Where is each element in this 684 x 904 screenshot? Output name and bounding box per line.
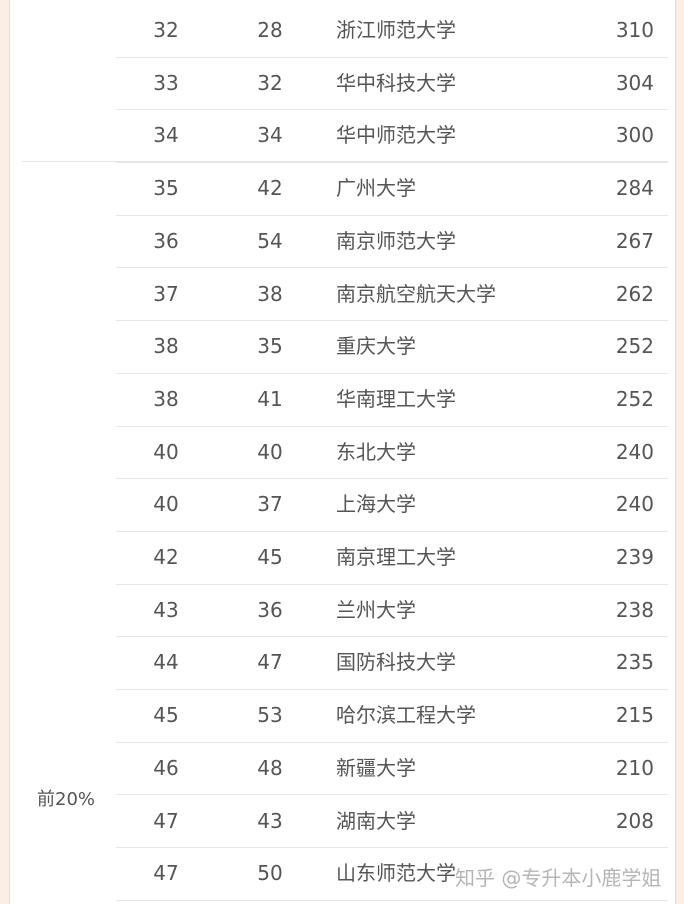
table-row: 38 35 重庆大学 252: [116, 320, 668, 374]
table-row: 40 37 上海大学 240: [116, 478, 668, 532]
rank-cell: 38: [153, 386, 179, 411]
watermark: 知乎 @专升本小鹿学姐: [455, 866, 662, 890]
score-cell: 208: [615, 808, 654, 833]
university-name-cell: 湖南大学: [336, 808, 416, 833]
score-cell: 304: [615, 70, 654, 95]
prev-rank-cell: 40: [257, 439, 283, 464]
rank-cell: 47: [153, 808, 179, 833]
university-name-cell: 南京理工大学: [336, 545, 456, 569]
rank-cell: 46: [153, 755, 179, 780]
prev-rank-cell: 37: [257, 492, 283, 517]
table-row: 46 48 新疆大学 210: [116, 742, 668, 796]
prev-rank-cell: 38: [257, 281, 283, 306]
prev-rank-cell: 50: [257, 861, 283, 886]
prev-rank-cell: 54: [257, 228, 283, 253]
right-border: [675, 0, 684, 904]
score-cell: 284: [615, 176, 654, 201]
university-name-cell: 华中科技大学: [336, 70, 456, 95]
score-cell: 300: [615, 123, 654, 148]
table-row: 38 41 华南理工大学 252: [116, 373, 668, 427]
university-name-cell: 东北大学: [336, 439, 416, 464]
rank-cell: 38: [153, 334, 179, 359]
prev-rank-cell: 41: [257, 386, 283, 411]
table-row: 33 32 华中科技大学 304: [116, 57, 668, 111]
table-row: 32 28 浙江师范大学 310: [116, 4, 668, 58]
university-name-cell: 国防科技大学: [336, 650, 456, 675]
score-cell: 235: [615, 650, 654, 675]
rank-cell: 33: [153, 70, 179, 95]
university-name-cell: 上海大学: [336, 492, 416, 517]
table-row: 40 40 东北大学 240: [116, 426, 668, 480]
prev-rank-cell: 45: [257, 545, 283, 569]
rank-cell: 47: [153, 861, 179, 886]
table-row: 36 54 南京师范大学 267: [116, 215, 668, 269]
rank-cell: 36: [153, 228, 179, 253]
prev-rank-cell: 53: [257, 703, 283, 728]
prev-rank-cell: 32: [257, 70, 283, 95]
group-label: 前20%: [37, 789, 96, 810]
score-cell: 238: [615, 597, 654, 622]
university-name-cell: 新疆大学: [336, 755, 416, 780]
prev-rank-cell: 48: [257, 755, 283, 780]
group-divider: [22, 161, 668, 162]
table-row: 43 36 兰州大学 238: [116, 584, 668, 638]
score-cell: 262: [615, 281, 654, 306]
university-name-cell: 浙江师范大学: [336, 18, 456, 42]
table-row: 35 42 广州大学 284: [116, 162, 668, 216]
prev-rank-cell: 42: [257, 176, 283, 201]
score-cell: 210: [615, 755, 654, 780]
left-border: [0, 0, 10, 904]
prev-rank-cell: 35: [257, 334, 283, 359]
university-name-cell: 华南理工大学: [336, 386, 456, 411]
rank-cell: 40: [153, 439, 179, 464]
score-cell: 252: [615, 386, 654, 411]
table-row: 37 38 南京航空航天大学 262: [116, 268, 668, 322]
prev-rank-cell: 47: [257, 650, 283, 675]
table-row: 42 45 南京理工大学 239: [116, 531, 668, 585]
university-name-cell: 山东师范大学: [336, 861, 456, 886]
rank-cell: 43: [153, 597, 179, 622]
table-row: 34 34 华中师范大学 300: [116, 109, 668, 164]
score-cell: 239: [615, 545, 654, 569]
prev-rank-cell: 28: [257, 18, 283, 42]
university-name-cell: 华中师范大学: [336, 123, 456, 148]
score-cell: 310: [615, 18, 654, 42]
score-cell: 252: [615, 334, 654, 359]
rank-cell: 45: [153, 703, 179, 728]
university-name-cell: 广州大学: [336, 176, 416, 201]
prev-rank-cell: 34: [257, 123, 283, 148]
university-name-cell: 南京航空航天大学: [336, 281, 496, 306]
rank-cell: 44: [153, 650, 179, 675]
table-row: 44 47 国防科技大学 235: [116, 636, 668, 691]
score-cell: 240: [615, 492, 654, 517]
university-name-cell: 兰州大学: [336, 597, 416, 622]
table-row: 47 50 山东师范大学: [116, 847, 668, 901]
rank-cell: 40: [153, 492, 179, 517]
rank-cell: 35: [153, 176, 179, 201]
rank-cell: 34: [153, 123, 179, 148]
university-name-cell: 哈尔滨工程大学: [336, 703, 476, 728]
table-row: 45 53 哈尔滨工程大学 215: [116, 689, 668, 743]
university-name-cell: 重庆大学: [336, 334, 416, 359]
score-cell: 267: [615, 228, 654, 253]
rank-cell: 42: [153, 545, 179, 569]
table-row: 47 43 湖南大学 208: [116, 795, 668, 849]
university-name-cell: 南京师范大学: [336, 228, 456, 253]
prev-rank-cell: 43: [257, 808, 283, 833]
rank-cell: 37: [153, 281, 179, 306]
score-cell: 215: [615, 703, 654, 728]
score-cell: 240: [615, 439, 654, 464]
rank-cell: 32: [153, 18, 179, 42]
prev-rank-cell: 36: [257, 597, 283, 622]
